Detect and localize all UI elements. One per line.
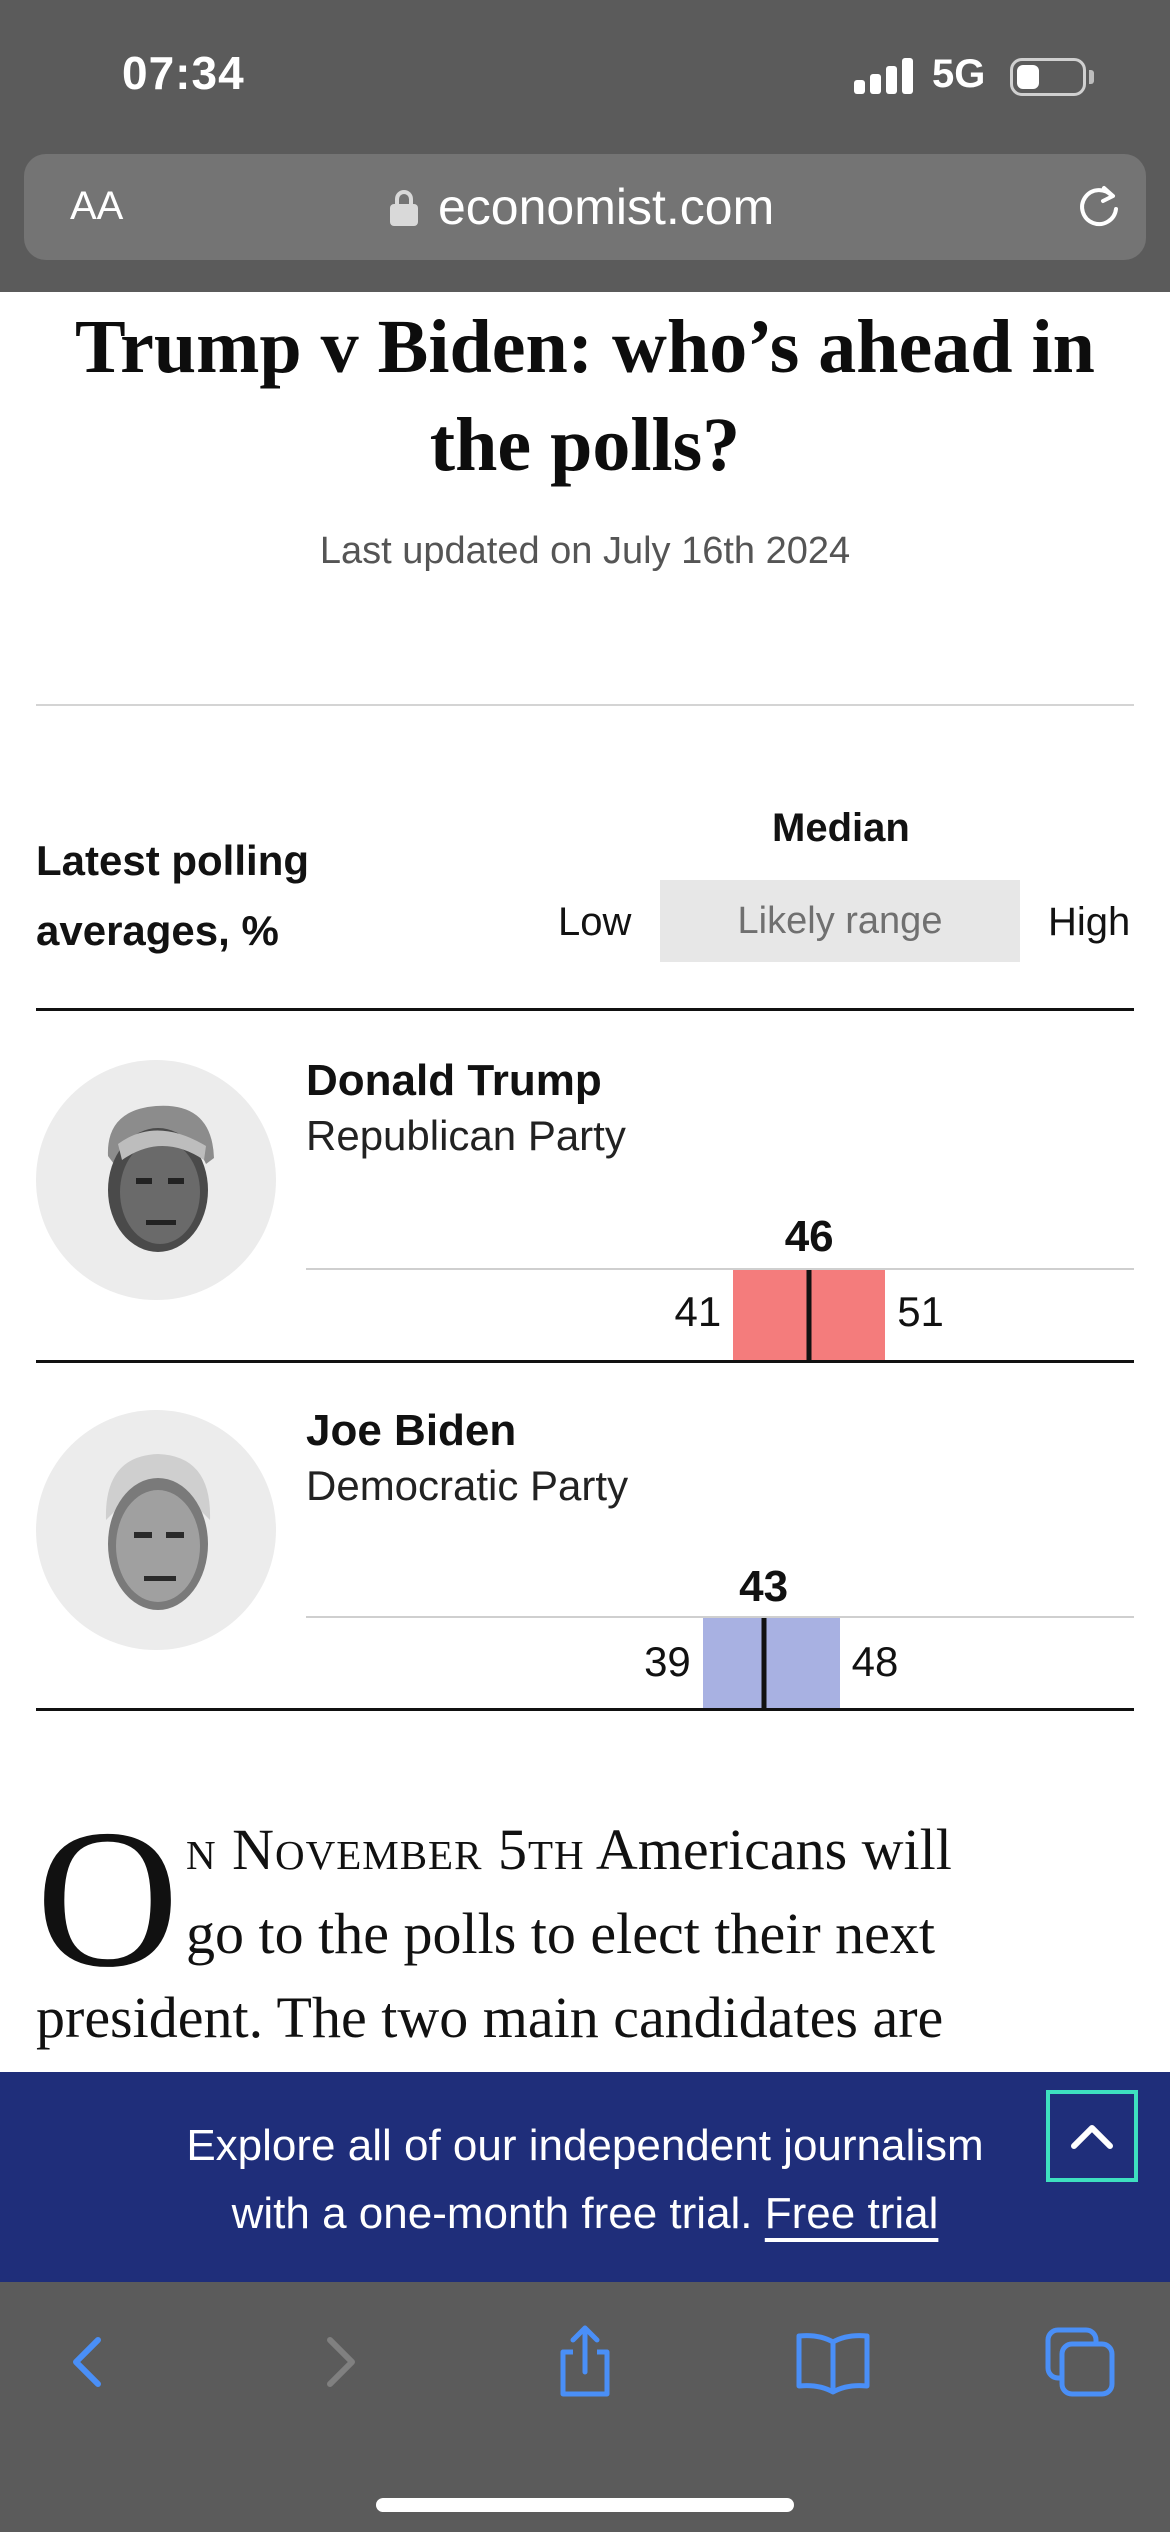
median-marker: [761, 1618, 767, 1708]
browser-toolbar: [0, 2282, 1170, 2532]
high-value: 48: [851, 1638, 899, 1685]
divider: [36, 1008, 1134, 1011]
median-value: 46: [784, 1212, 834, 1261]
candidate-name: Joe Biden: [306, 1406, 517, 1455]
network-type: 5G: [932, 52, 986, 96]
banner-text: Explore all of our independent journalis…: [120, 2112, 1050, 2248]
candidate-party: Republican Party: [306, 1112, 626, 1159]
article-body: n November 5th Americans will go to the …: [36, 1808, 1134, 2060]
legend-title-line: Latest polling: [36, 837, 309, 884]
body-text: Americans will: [584, 1817, 952, 1882]
legend-high-label: High: [1048, 900, 1131, 944]
home-indicator: [376, 2498, 794, 2512]
median-marker: [806, 1270, 812, 1360]
forward-icon[interactable]: [300, 2322, 380, 2402]
collapse-banner-button[interactable]: [1046, 2090, 1138, 2182]
article-headline: Trump v Biden: who’s ahead in the polls?: [75, 305, 1095, 487]
body-smallcaps: n November 5th: [186, 1817, 585, 1882]
browser-top-bar: 07:34 5G AA economist.com: [0, 0, 1170, 292]
range-axis: [306, 1616, 1134, 1618]
trump-avatar: [36, 1060, 276, 1300]
body-line: n November 5th Americans will: [36, 1808, 1134, 1892]
candidate-party: Democratic Party: [306, 1462, 629, 1509]
high-value: 51: [897, 1288, 944, 1335]
legend-likely-range: Likely range: [660, 880, 1020, 962]
median-value: 43: [739, 1562, 789, 1611]
low-value: 39: [644, 1638, 691, 1685]
last-updated: Last updated on July 16th 2024: [319, 530, 851, 572]
subscription-banner: Explore all of our independent journalis…: [0, 2072, 1170, 2282]
body-line: president. The two main candidates are: [36, 1985, 944, 2050]
low-value: 41: [674, 1288, 722, 1335]
chart-legend-title: Latest polling averages, %: [36, 826, 309, 966]
battery-tip: [1089, 70, 1094, 84]
bookmarks-icon[interactable]: [793, 2322, 873, 2402]
reload-icon[interactable]: [1074, 182, 1124, 232]
url-text[interactable]: economist.com: [438, 179, 775, 235]
back-icon[interactable]: [48, 2322, 128, 2402]
biden-portrait: [105, 1454, 211, 1610]
status-time: 07:34: [122, 47, 245, 99]
divider: [36, 1708, 1134, 1711]
banner-line: Explore all of our independent journalis…: [186, 2121, 984, 2170]
free-trial-link[interactable]: Free trial: [764, 2189, 939, 2238]
tabs-icon[interactable]: [1040, 2322, 1120, 2402]
banner-line: with a one-month free trial. Free trial: [120, 2180, 1050, 2248]
chevron-up-icon: [1071, 2125, 1113, 2149]
share-icon[interactable]: [545, 2322, 625, 2402]
text-size-button[interactable]: AA: [70, 184, 123, 229]
lock-icon: [390, 190, 418, 226]
banner-line-text: with a one-month free trial.: [231, 2189, 753, 2238]
candidate-name: Donald Trump: [306, 1056, 602, 1105]
drop-cap: O: [36, 1789, 179, 2008]
divider: [36, 1360, 1134, 1363]
biden-avatar: [36, 1410, 276, 1650]
likely-range-bar: [702, 1618, 840, 1708]
battery-icon: [1010, 58, 1086, 96]
address-bar[interactable]: AA economist.com: [24, 154, 1146, 260]
divider: [36, 704, 1134, 706]
battery-level: [1017, 65, 1039, 89]
range-axis: [306, 1268, 1134, 1270]
legend-median-label: Median: [772, 806, 910, 850]
body-line: go to the polls to elect their next: [186, 1901, 935, 1966]
trump-portrait: [107, 1105, 214, 1252]
legend-title-line: averages, %: [36, 907, 279, 954]
legend-low-label: Low: [558, 900, 632, 944]
text-size-label: AA: [70, 184, 124, 228]
cellular-signal-icon: [854, 58, 914, 94]
